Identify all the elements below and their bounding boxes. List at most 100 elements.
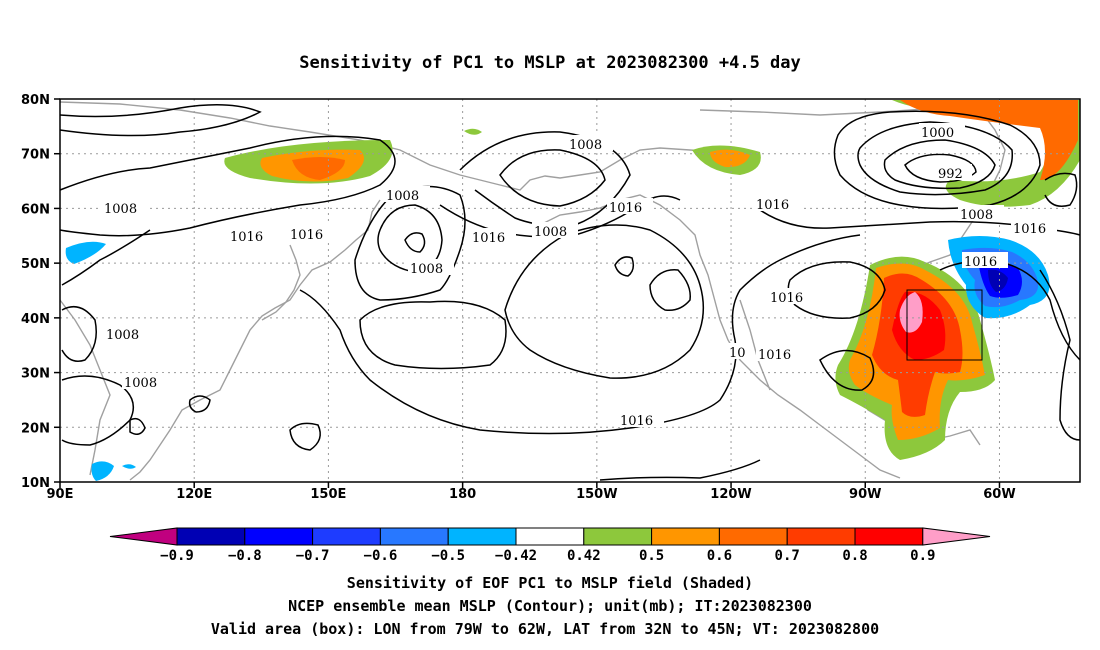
colorbar-segment bbox=[583, 527, 653, 546]
contour-label-bg bbox=[768, 288, 814, 304]
shade-north-atlantic-inner bbox=[900, 100, 1078, 180]
shade-bering-positive bbox=[464, 128, 482, 135]
contour-label: 1016 bbox=[756, 198, 789, 213]
contour-line bbox=[359, 300, 507, 370]
contour-label: 1008 bbox=[106, 328, 139, 343]
contour-line bbox=[857, 121, 1013, 196]
shade-india-negative bbox=[91, 461, 114, 481]
colorbar-tick-label: 0.8 bbox=[842, 548, 867, 564]
contour-label-bg bbox=[408, 259, 454, 275]
latitude-labels: 80N 70N 60N 50N 40N 30N 20N 10N bbox=[21, 93, 60, 491]
lon-tick-label: 60W bbox=[983, 487, 1015, 502]
contour-label: 1008 bbox=[104, 202, 137, 217]
colorbar-tick-label: 0.5 bbox=[639, 548, 664, 564]
lat-tick-label: 30N bbox=[21, 367, 50, 382]
contour-label: 992 bbox=[938, 167, 963, 182]
contour-label-bg bbox=[104, 325, 150, 341]
contour-label: 1016 bbox=[609, 201, 642, 216]
lon-tick-label: 180 bbox=[449, 487, 476, 502]
contour-line bbox=[614, 256, 635, 277]
contour-label-bg bbox=[962, 252, 1008, 268]
lon-tick-label: 150W bbox=[576, 487, 617, 502]
coastline-india bbox=[59, 299, 111, 476]
colorbar-segment bbox=[651, 527, 720, 546]
contour-label-bg bbox=[1011, 219, 1057, 235]
lat-tick-label: 50N bbox=[21, 257, 50, 272]
colorbar-tick-label: −0.42 bbox=[495, 548, 537, 564]
contour-label-bg bbox=[567, 135, 613, 151]
contour-line bbox=[59, 104, 262, 137]
caption-valid-area: Valid area (box): LON from 79W to 62W, L… bbox=[211, 620, 879, 638]
colorbar-segment bbox=[379, 527, 449, 546]
lat-tick-label: 70N bbox=[21, 148, 50, 163]
colorbar-labels: −0.9 −0.8 −0.7 −0.6 −0.5 −0.42 0.42 0.5 0.6 0.7 0.… bbox=[160, 548, 935, 564]
contour-label: 1000 bbox=[921, 126, 954, 141]
colorbar-tick-label: 0.6 bbox=[707, 548, 732, 564]
shade-asia-positive-inner bbox=[292, 157, 345, 180]
colorbar-triangle-low bbox=[109, 527, 178, 546]
figure-title: Sensitivity of PC1 to MSLP at 2023082300… bbox=[299, 53, 801, 73]
contour-label: 1016 bbox=[230, 230, 263, 245]
contour-line bbox=[61, 229, 151, 286]
contour-line bbox=[833, 110, 1041, 210]
contour-label-bg bbox=[754, 195, 800, 211]
colorbar-tick-label: 0.7 bbox=[775, 548, 800, 564]
contour-label-bg bbox=[607, 198, 653, 214]
colorbar-segment bbox=[854, 527, 924, 546]
contour-label-bg bbox=[122, 373, 168, 389]
contour-label: 1008 bbox=[534, 225, 567, 240]
colorbar-segment bbox=[718, 527, 788, 546]
lon-tick-label: 90E bbox=[47, 487, 74, 502]
contour-line bbox=[404, 232, 426, 253]
contour-label: 1016 bbox=[770, 291, 803, 306]
contour-labels: 1008 1008 1008 1008 1008 1008 1008 1016 … bbox=[102, 123, 1057, 429]
contour-line bbox=[459, 131, 631, 227]
mslp-contours bbox=[59, 104, 1081, 481]
contour-line bbox=[1044, 172, 1078, 207]
contour-label-bg bbox=[919, 123, 965, 139]
contour-label: 1016 bbox=[620, 414, 653, 429]
contour-label: 1008 bbox=[410, 262, 443, 277]
colorbar-tick-label: 0.9 bbox=[910, 548, 935, 564]
longitude-labels: 90E 120E 150E 180 150W 120W 90W 60W bbox=[47, 482, 1016, 502]
lat-tick-label: 80N bbox=[21, 93, 50, 108]
colorbar-tick-label: −0.6 bbox=[364, 548, 398, 564]
colorbar-segment bbox=[244, 527, 314, 546]
contour-label: 1008 bbox=[960, 208, 993, 223]
colorbar-segment bbox=[786, 527, 856, 546]
contour-label-bg bbox=[288, 225, 334, 241]
map-frame bbox=[59, 98, 1081, 483]
contour-line bbox=[904, 153, 977, 183]
contour-label: 10 bbox=[729, 346, 746, 361]
contour-label: 1016 bbox=[472, 231, 505, 246]
contour-label-bg bbox=[384, 186, 430, 202]
grid-lines bbox=[60, 99, 1080, 482]
lat-tick-label: 60N bbox=[21, 202, 50, 217]
caption-contour: NCEP ensemble mean MSLP (Contour); unit(… bbox=[288, 597, 812, 615]
contour-label: 1016 bbox=[964, 255, 997, 270]
contour-line bbox=[499, 149, 606, 207]
contour-label: 1008 bbox=[124, 376, 157, 391]
contour-line bbox=[1039, 269, 1081, 441]
contour-label: 1008 bbox=[386, 189, 419, 204]
lon-tick-label: 120W bbox=[710, 487, 751, 502]
contour-line bbox=[819, 349, 875, 391]
map-panel: 1008 1008 1008 1008 1008 1008 1008 1016 … bbox=[59, 98, 1081, 483]
coastline-baja bbox=[739, 299, 771, 391]
contour-label: 1016 bbox=[758, 348, 791, 363]
contour-line bbox=[188, 395, 211, 413]
lat-tick-label: 40N bbox=[21, 312, 50, 327]
contour-line bbox=[599, 459, 761, 481]
colorbar-tick-label: 0.42 bbox=[567, 548, 601, 564]
colorbar-segment bbox=[447, 527, 517, 546]
contour-line bbox=[61, 305, 97, 362]
colorbar-tick-label: −0.8 bbox=[228, 548, 262, 564]
colorbar-tick-label: −0.9 bbox=[160, 548, 194, 564]
contour-label: 1008 bbox=[569, 138, 602, 153]
caption-shading: Sensitivity of EOF PC1 to MSLP field (Sh… bbox=[347, 574, 753, 592]
lon-tick-label: 150E bbox=[310, 487, 346, 502]
contour-label-bg bbox=[618, 411, 664, 427]
lon-tick-label: 120E bbox=[176, 487, 212, 502]
contour-label-bg bbox=[470, 228, 516, 244]
contour-line bbox=[129, 417, 146, 435]
